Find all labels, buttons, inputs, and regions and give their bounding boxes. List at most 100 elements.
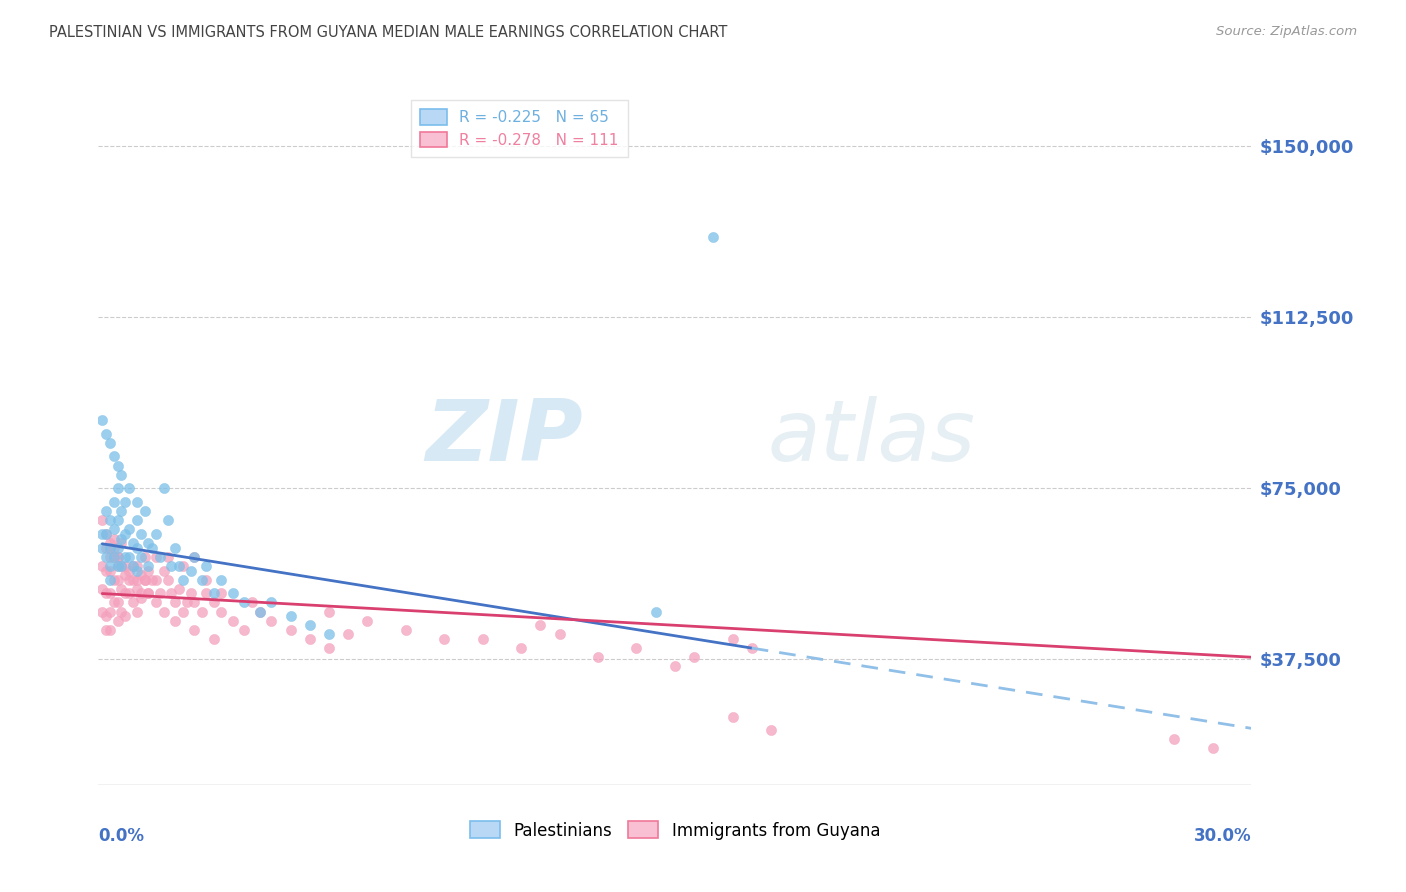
Point [125, 582, 148, 596]
Point [433, 632, 456, 646]
Point [125, 558, 148, 573]
Point [118, 549, 141, 564]
Point [191, 605, 214, 619]
Point [138, 586, 160, 600]
Point [125, 605, 148, 619]
Point [114, 549, 136, 564]
Point [1202, 741, 1225, 756]
Point [94, 541, 117, 555]
Point [721, 709, 744, 723]
Point [122, 536, 145, 550]
Point [702, 230, 724, 244]
Point [114, 527, 136, 541]
Point [141, 573, 163, 587]
Point [260, 595, 283, 609]
Point [110, 558, 132, 573]
Point [165, 595, 187, 609]
Point [165, 541, 187, 555]
Point [103, 549, 125, 564]
Point [94, 564, 117, 578]
Point [103, 523, 125, 537]
Point [741, 641, 763, 656]
Point [125, 573, 148, 587]
Point [129, 527, 152, 541]
Point [122, 558, 145, 573]
Point [98, 513, 121, 527]
Point [165, 614, 187, 628]
Point [152, 605, 174, 619]
Y-axis label: Median Male Earnings: Median Male Earnings [0, 353, 7, 521]
Point [114, 568, 136, 582]
Point [195, 586, 218, 600]
Point [125, 495, 148, 509]
Point [664, 659, 686, 673]
Point [167, 582, 190, 596]
Point [172, 605, 194, 619]
Point [107, 549, 129, 564]
Point [107, 558, 129, 573]
Point [98, 435, 121, 450]
Point [209, 586, 232, 600]
Point [138, 536, 160, 550]
Point [94, 527, 117, 541]
Point [94, 586, 117, 600]
Legend: Palestinians, Immigrants from Guyana: Palestinians, Immigrants from Guyana [463, 814, 887, 847]
Point [145, 595, 167, 609]
Point [759, 723, 782, 738]
Point [103, 541, 125, 555]
Point [138, 558, 160, 573]
Point [183, 549, 205, 564]
Point [548, 627, 571, 641]
Point [134, 504, 156, 518]
Point [318, 627, 340, 641]
Text: atlas: atlas [768, 395, 976, 479]
Point [183, 595, 205, 609]
Point [94, 527, 117, 541]
Point [94, 426, 117, 441]
Point [125, 564, 148, 578]
Text: PALESTINIAN VS IMMIGRANTS FROM GUYANA MEDIAN MALE EARNINGS CORRELATION CHART: PALESTINIAN VS IMMIGRANTS FROM GUYANA ME… [49, 25, 727, 40]
Point [721, 632, 744, 646]
Point [152, 482, 174, 496]
Point [298, 618, 321, 632]
Text: Source: ZipAtlas.com: Source: ZipAtlas.com [1216, 25, 1357, 38]
Point [118, 523, 141, 537]
Point [98, 586, 121, 600]
Point [103, 549, 125, 564]
Point [233, 595, 256, 609]
Point [626, 641, 648, 656]
Point [103, 495, 125, 509]
Point [91, 558, 114, 573]
Point [103, 573, 125, 587]
Point [510, 641, 533, 656]
Point [98, 549, 121, 564]
Point [103, 450, 125, 464]
Point [180, 564, 202, 578]
Point [110, 558, 132, 573]
Point [471, 632, 494, 646]
Point [91, 582, 114, 596]
Point [91, 527, 114, 541]
Point [98, 541, 121, 555]
Point [145, 527, 167, 541]
Point [91, 413, 114, 427]
Point [107, 573, 129, 587]
Point [337, 627, 360, 641]
Point [280, 609, 302, 624]
Point [91, 541, 114, 555]
Point [195, 558, 218, 573]
Point [160, 558, 183, 573]
Point [138, 564, 160, 578]
Point [202, 632, 225, 646]
Point [118, 564, 141, 578]
Point [156, 549, 179, 564]
Point [122, 558, 145, 573]
Point [202, 595, 225, 609]
Point [644, 605, 666, 619]
Point [110, 532, 132, 546]
Point [222, 586, 245, 600]
Point [107, 558, 129, 573]
Point [107, 614, 129, 628]
Point [114, 558, 136, 573]
Point [94, 549, 117, 564]
